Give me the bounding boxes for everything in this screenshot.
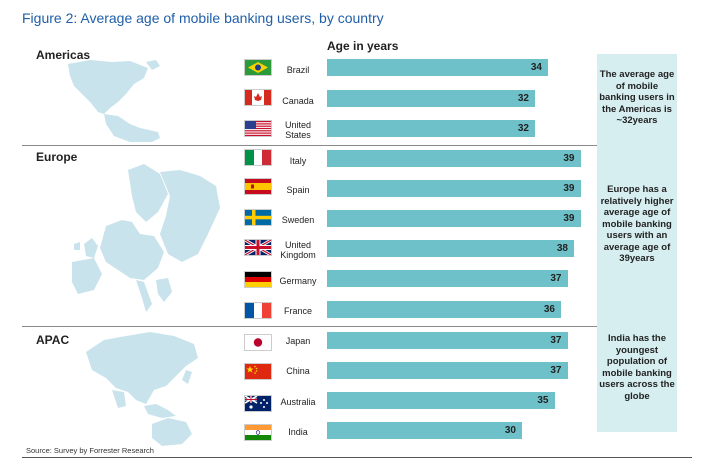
value-label-china: 37 (550, 365, 562, 376)
flag-sweden-icon (245, 210, 271, 225)
bottom-rule (22, 457, 692, 458)
country-label-brazil: Brazil (286, 65, 310, 75)
bar-italy (327, 150, 581, 167)
region-label-apac: APAC (36, 333, 70, 347)
value-label-germany: 37 (550, 273, 562, 284)
bar-france (327, 301, 561, 318)
flag-japan-icon (245, 335, 271, 350)
country-label-united-states: United States (284, 120, 311, 140)
region-label-americas: Americas (36, 48, 91, 62)
annotation-americas: The average age of mobile banking users … (599, 69, 675, 126)
value-label-spain: 39 (563, 183, 575, 194)
bar-china (327, 362, 568, 379)
country-label-australia: Australia (280, 397, 316, 407)
bar-india (327, 422, 522, 439)
flag-uk-icon (245, 240, 271, 255)
flag-italy-icon (245, 150, 271, 165)
country-label-china: China (286, 366, 310, 376)
country-label-india: India (288, 427, 308, 437)
region-label-europe: Europe (36, 150, 78, 164)
value-label-australia: 35 (537, 395, 549, 406)
bar-japan (327, 332, 568, 349)
value-label-canada: 32 (517, 93, 529, 104)
europe-map-icon (72, 164, 220, 312)
flag-spain-icon (245, 179, 271, 194)
flag-canada-icon (245, 90, 271, 105)
divider-europe-apac (22, 326, 657, 327)
flag-australia-icon (245, 396, 271, 411)
country-label-japan: Japan (285, 336, 311, 346)
chart-title: Figure 2: Average age of mobile banking … (22, 10, 384, 26)
country-label-germany: Germany (279, 276, 317, 286)
value-label-sweden: 39 (563, 213, 575, 224)
flag-india-icon (245, 425, 271, 440)
bar-sweden (327, 210, 581, 227)
axis-title: Age in years (327, 39, 399, 53)
value-label-japan: 37 (550, 335, 562, 346)
value-label-brazil: 34 (530, 62, 542, 73)
bar-united-kingdom (327, 240, 574, 257)
country-label-france: France (283, 306, 312, 316)
flag-brazil-icon (245, 60, 271, 75)
flag-china-icon (245, 364, 271, 379)
americas-map-icon (68, 60, 160, 142)
value-label-india: 30 (504, 425, 516, 436)
bar-germany (327, 270, 568, 287)
country-label-spain: Spain (286, 185, 310, 195)
bar-canada (327, 90, 535, 107)
apac-map-icon (86, 332, 198, 446)
annotation-europe: Europe has a relatively higher average a… (600, 184, 674, 264)
annotation-apac: India has the youngest population of mob… (599, 333, 675, 402)
bar-australia (327, 392, 555, 409)
country-label-sweden: Sweden (281, 215, 315, 225)
country-label-united-kingdom: United Kingdom (280, 240, 316, 260)
value-label-italy: 39 (563, 153, 575, 164)
country-label-canada: Canada (282, 96, 314, 106)
bar-spain (327, 180, 581, 197)
value-label-united-kingdom: 38 (556, 243, 568, 254)
source-note: Source: Survey by Forrester Research (26, 446, 154, 455)
bar-brazil (327, 59, 548, 76)
flag-germany-icon (245, 272, 271, 287)
bar-united-states (327, 120, 535, 137)
country-label-italy: Italy (289, 156, 307, 166)
flag-france-icon (245, 303, 271, 318)
value-label-united-states: 32 (517, 123, 529, 134)
value-label-france: 36 (543, 304, 555, 315)
divider-americas-europe (22, 145, 657, 146)
flag-usa-icon (245, 121, 271, 136)
annotation-panel (597, 54, 677, 432)
